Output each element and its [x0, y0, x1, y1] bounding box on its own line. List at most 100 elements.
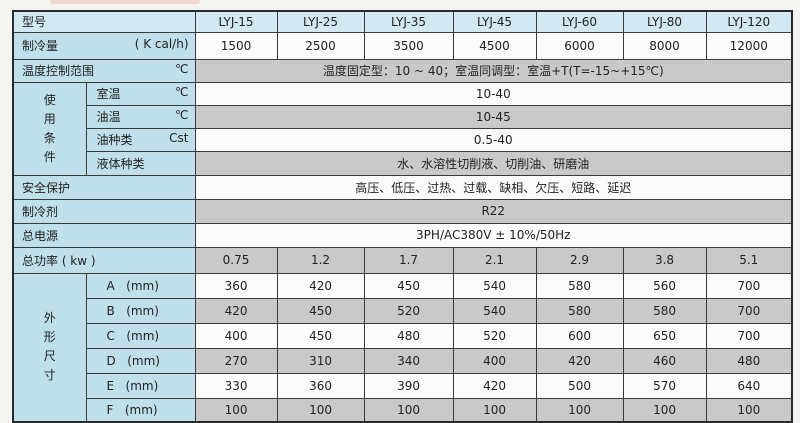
row-label-refrigerant: 制冷剂 [12, 198, 196, 224]
condition-label: 液体种类 [85, 150, 196, 176]
cell-text: 360 [309, 378, 332, 393]
row-label-power: 总功率 ( kw ) [12, 246, 196, 274]
capacity-value: 6000 [535, 31, 624, 60]
cell-text: 640 [737, 378, 761, 393]
capacity-value: 4500 [452, 31, 537, 60]
power_supply-value: 3PH/AC380V ± 10%/50Hz [194, 222, 793, 248]
group-label-conditions: 使用条件 [12, 81, 87, 176]
model-header: LYJ-35 [363, 10, 454, 33]
cell-text: 420 [309, 278, 332, 293]
dimension-value: 400 [194, 322, 278, 349]
unit-label: (mm) [126, 303, 159, 318]
table-row: C (mm) 400 450 480 520 600 650 700 [13, 322, 793, 349]
group-label-dimensions: 外形尺寸 [12, 272, 87, 423]
model-header: LYJ-80 [622, 10, 707, 33]
power-value: 2.9 [535, 246, 624, 274]
dimension-value: 500 [535, 372, 624, 399]
table-row: 液体种类 水、水溶性切削液、切削油、研磨油 [13, 150, 793, 176]
condition-value: 10-45 [194, 104, 793, 129]
cell-text: LYJ-25 [302, 14, 339, 29]
power-value: 2.1 [452, 246, 537, 274]
power-value: 5.1 [705, 246, 793, 274]
dimension-value: 100 [194, 397, 278, 423]
condition-label: Cst 油种类 [85, 127, 196, 152]
dimension-value: 390 [363, 372, 454, 399]
cell-text: 310 [309, 353, 332, 368]
table-row: 使用条件 ℃ 室温 10-40 [12, 81, 793, 176]
dimension-letter: D [106, 353, 116, 368]
cell-text: 制冷量 [22, 39, 59, 53]
dimension-value: 310 [276, 347, 365, 374]
cell-text: 12000 [729, 38, 768, 53]
dimension-label: B (mm) [85, 297, 196, 324]
capacity-value: 2500 [276, 31, 365, 60]
cell-text: 液体种类 [96, 156, 145, 171]
cell-text: 油温 [96, 110, 121, 124]
power-value: 3.8 [622, 246, 707, 274]
dimension-label: A (mm) [85, 272, 196, 299]
cell-text: 450 [309, 328, 332, 343]
cell-text: 420 [483, 378, 506, 393]
dimension-label: E (mm) [85, 372, 196, 399]
table-row: ℃ 油温 10-45 [13, 104, 793, 129]
cell-text: 100 [309, 402, 332, 417]
unit-label: (mm) [126, 278, 159, 293]
cell-text: 560 [653, 278, 676, 293]
dimension-value: 480 [705, 347, 793, 374]
table-row: ℃ 温度控制范围 温度固定型：10 ~ 40；室温同调型：室温+T(T=-15~+1… [12, 58, 793, 83]
temp-range-value: 温度固定型：10 ~ 40；室温同调型：室温+T(T=-15~+15℃) [194, 58, 793, 83]
dimension-value: 400 [452, 347, 537, 374]
cell-text: 600 [568, 328, 591, 343]
cell-text: 100 [483, 402, 506, 417]
cell-text: 540 [483, 278, 506, 293]
cell-text: 580 [568, 303, 591, 318]
cell-text: 480 [397, 328, 420, 343]
cell-text: 3500 [393, 38, 424, 53]
capacity-value: 3500 [363, 31, 454, 60]
condition-value: 10-40 [194, 81, 793, 106]
table-row: 型号 LYJ-15 LYJ-25 LYJ-35 LYJ-45 LYJ-60 LYJ-80 LY… [12, 10, 793, 33]
table-row: F (mm) 100 100 100 100 100 100 100 [13, 397, 793, 423]
dimension-value: 100 [276, 397, 365, 423]
cell-text: 1.2 [310, 253, 331, 267]
dimension-value: 580 [622, 297, 707, 324]
row-label-power_supply: 总电源 [12, 222, 196, 248]
cell-text: 5.1 [739, 253, 759, 267]
cell-text: 400 [483, 353, 506, 368]
dimension-value: 540 [452, 297, 537, 324]
table-row: ( K cal/h) 制冷量 1500 2500 3500 4500 6000 8000 120… [12, 31, 793, 60]
condition-value: 0.5-40 [194, 127, 793, 152]
row-label-temp-range: ℃ 温度控制范围 [12, 58, 196, 83]
condition-label: ℃ 室温 [85, 81, 196, 106]
dimension-value: 100 [705, 397, 793, 423]
dimension-value: 420 [276, 272, 365, 299]
model-header: LYJ-120 [705, 10, 793, 33]
dimension-value: 420 [452, 372, 537, 399]
dimension-value: 450 [276, 322, 365, 349]
dimension-value: 540 [452, 272, 537, 299]
power-value: 1.2 [276, 246, 365, 274]
group-char: 形 [43, 330, 56, 345]
cell-text: 温度控制范围 [22, 64, 95, 78]
dimension-value: 360 [276, 372, 365, 399]
cell-text: 580 [653, 303, 676, 318]
cell-text: 总功率 ( kw ) [22, 253, 96, 268]
model-header: LYJ-45 [452, 10, 537, 33]
dimension-value: 100 [535, 397, 624, 423]
cell-text: 油种类 [96, 133, 133, 147]
safety-value: 高压、低压、过热、过载、缺相、欠压、短路、延迟 [194, 174, 793, 200]
dimension-value: 580 [535, 272, 624, 299]
capacity-value: 8000 [622, 31, 707, 60]
unit-label: Cst [169, 131, 189, 145]
condition-label: ℃ 油温 [85, 104, 196, 129]
condition-value: 水、水溶性切削液、切削油、研磨油 [194, 150, 793, 176]
model-header: LYJ-25 [276, 10, 365, 33]
unit-label: (mm) [124, 402, 158, 417]
dimension-value: 520 [363, 297, 454, 324]
row-label-capacity: ( K cal/h) 制冷量 [12, 31, 196, 60]
cell-text: 500 [568, 378, 591, 393]
cell-text: 100 [224, 402, 248, 417]
dimension-value: 480 [363, 322, 454, 349]
group-char: 使 [43, 92, 56, 107]
